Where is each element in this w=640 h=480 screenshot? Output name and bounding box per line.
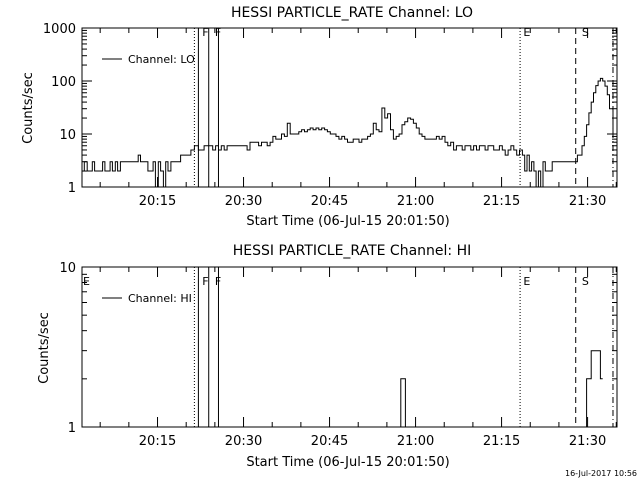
- panel-lo-xtick-label-5: 21:30: [569, 194, 606, 209]
- panel-hi-yticks: 1 10: [59, 261, 617, 436]
- panel-lo-series-segment-0: [82, 145, 195, 188]
- panel-lo-yticks: 1 10 100 1000: [43, 22, 617, 196]
- panel-lo-ytick-label-0: 1: [68, 181, 76, 196]
- panel-lo-ylabel: Counts/sec: [21, 72, 36, 144]
- panel-hi-frame: [81, 266, 618, 428]
- panel-hi-flag-label-1: F: [202, 275, 208, 288]
- panel-lo-xtick-label-2: 20:45: [311, 194, 348, 209]
- panel-lo-xtick-label-4: 21:15: [483, 194, 520, 209]
- panel-lo-legend: Channel: LO: [102, 53, 195, 66]
- panel-lo-xtick-label-3: 21:00: [397, 194, 434, 209]
- panel-hi-xtick-label-2: 20:45: [311, 434, 348, 449]
- panel-lo-xlabel: Start Time (06-Jul-15 20:01:50): [246, 214, 449, 229]
- panel-lo-series-segment-2: [520, 77, 614, 188]
- panel-lo-series-segment-1: [194, 107, 521, 156]
- panel-hi-series-segment-1: [584, 350, 603, 428]
- panel-hi-flag-label-2: F: [215, 275, 221, 288]
- panel-hi-ytick-label-1: 10: [59, 261, 76, 276]
- panel-hi-xtick-label-0: 20:15: [139, 434, 176, 449]
- panel-lo-ytick-label-2: 100: [51, 75, 76, 90]
- panel-hi-flags: [193, 267, 614, 427]
- panel-hi-xtick-label-5: 21:30: [569, 434, 606, 449]
- panel-lo-series: [82, 77, 614, 188]
- panel-hi-xlabel: Start Time (06-Jul-15 20:01:50): [246, 455, 449, 470]
- panel-lo-ytick-label-3: 1000: [43, 22, 76, 37]
- legend-hi-label: Channel: HI: [128, 292, 192, 305]
- panel-hi-series: [398, 350, 603, 428]
- panel-hi-ytick-label-0: 1: [68, 421, 76, 436]
- timestamp: 16-Jul-2017 10:56: [565, 469, 637, 478]
- panel-lo-flag-label-2: E: [523, 26, 530, 39]
- panel-hi-legend: Channel: HI: [102, 292, 192, 305]
- panel-hi-xtick-label-3: 21:00: [397, 434, 434, 449]
- panel-lo-flags: [193, 28, 614, 187]
- panel-hi-flag-label-3: E: [523, 275, 530, 288]
- panel-hi-flag-label-0: E: [83, 275, 90, 288]
- panel-hi-ylabel: Counts/sec: [37, 312, 52, 384]
- panel-hi-series-segment-0: [398, 378, 406, 428]
- legend-lo-label: Channel: LO: [128, 53, 195, 66]
- panel-lo-xticks: 20:15 20:30 20:45 21:00 21:15 21:30: [99, 28, 617, 209]
- panel-lo-xtick-label-1: 20:30: [225, 194, 262, 209]
- panel-lo-flag-label-1: F: [215, 26, 221, 39]
- panel-hi-title: HESSI PARTICLE_RATE Channel: HI: [233, 243, 471, 259]
- panel-lo-frame: [81, 27, 618, 188]
- panel-lo-title: HESSI PARTICLE_RATE Channel: LO: [231, 5, 473, 21]
- panel-lo-xtick-label-0: 20:15: [139, 194, 176, 209]
- panel-hi-xticks: 20:15 20:30 20:45 21:00 21:15 21:30: [99, 267, 617, 449]
- panel-hi-flag-label-4: S: [582, 275, 589, 288]
- panel-hi-xtick-label-1: 20:30: [225, 434, 262, 449]
- panel-hi-xtick-label-4: 21:15: [483, 434, 520, 449]
- panel-lo-flag-label-3: S: [582, 26, 589, 39]
- panel-lo-flag-label-0: F: [202, 26, 208, 39]
- panel-lo-ytick-label-1: 10: [59, 128, 76, 143]
